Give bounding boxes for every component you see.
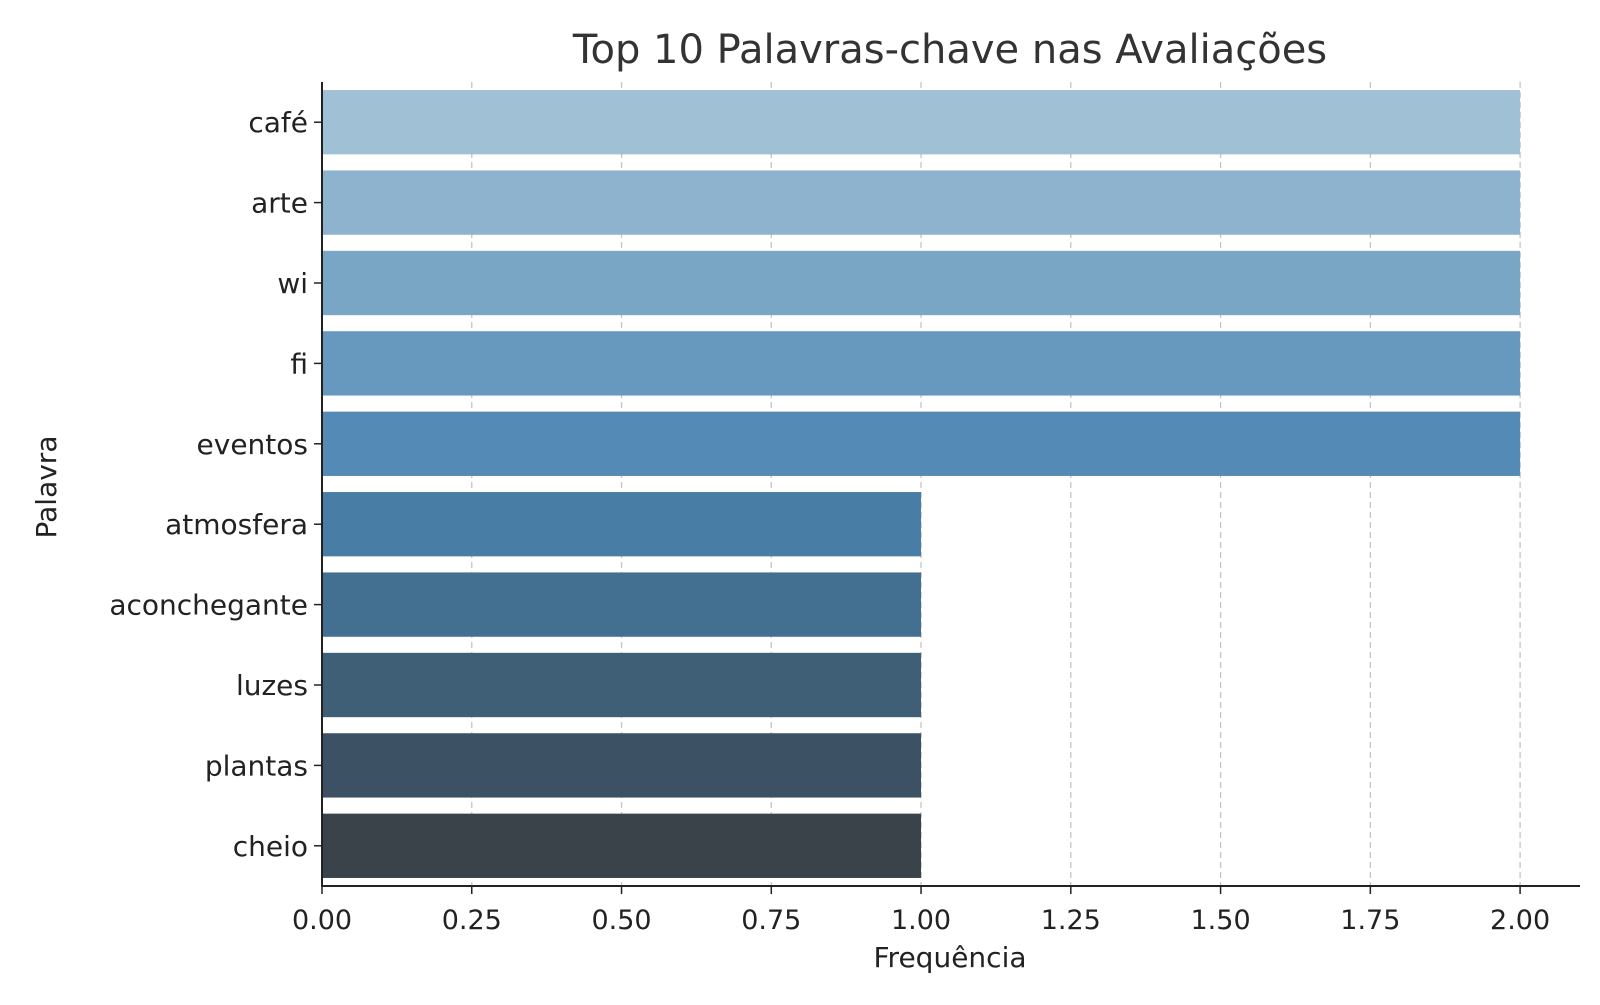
x-tick-label: 2.00 <box>1490 905 1550 936</box>
x-tick-labels: 0.00 0.25 0.50 0.75 1.00 1.25 1.50 1.75 2.00 <box>292 886 1550 936</box>
y-axis-label: Palavra <box>30 436 63 539</box>
y-tick-label: atmosfera <box>165 508 308 541</box>
bars <box>322 90 1521 878</box>
bar <box>322 572 922 637</box>
y-tick-label: cheio <box>233 830 308 863</box>
bar <box>322 411 1521 476</box>
y-tick-label: fi <box>290 347 308 380</box>
y-tick-label: plantas <box>205 749 308 782</box>
y-tick-label: aconchegante <box>109 589 308 622</box>
x-tick-label: 0.00 <box>292 905 352 936</box>
bar <box>322 331 1521 396</box>
bar <box>322 492 922 557</box>
x-tick-label: 0.50 <box>591 905 651 936</box>
x-tick-label: 1.00 <box>891 905 951 936</box>
x-tick-label: 1.25 <box>1041 905 1101 936</box>
y-tick-label: luzes <box>236 669 308 702</box>
y-tick-label: arte <box>251 187 308 220</box>
x-tick-label: 0.75 <box>741 905 801 936</box>
bar <box>322 90 1521 155</box>
x-axis-label: Frequência <box>873 941 1026 974</box>
bar <box>322 170 1521 235</box>
bar <box>322 250 1521 316</box>
bar <box>322 813 922 878</box>
x-tick-label: 0.25 <box>442 905 502 936</box>
y-tick-labels: café arte wi fi eventos atmosfera aconchegante… <box>109 106 322 863</box>
chart-title: Top 10 Palavras-chave nas Avaliações <box>572 27 1327 73</box>
x-tick-label: 1.50 <box>1191 905 1251 936</box>
x-tick-label: 1.75 <box>1340 905 1400 936</box>
y-tick-label: eventos <box>197 428 308 461</box>
bar <box>322 652 922 718</box>
y-tick-label: wi <box>277 267 308 300</box>
y-tick-label: café <box>248 106 308 139</box>
bar <box>322 733 922 798</box>
